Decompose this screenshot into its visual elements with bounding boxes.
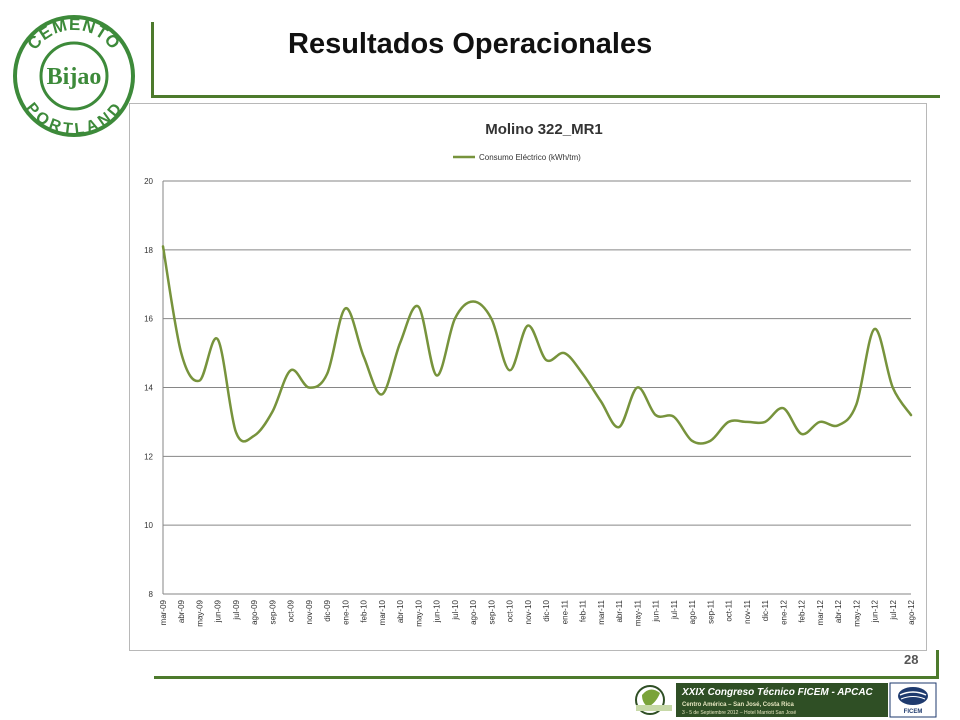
x-tick-label: sep-09 bbox=[268, 599, 277, 624]
x-tick-label: abr-12 bbox=[834, 599, 843, 623]
x-tick-label: dic-10 bbox=[542, 599, 551, 621]
y-tick-label: 18 bbox=[144, 246, 153, 255]
x-tick-label: mar-09 bbox=[159, 599, 168, 625]
y-tick-label: 10 bbox=[144, 521, 153, 530]
congress-banner: XXIX Congreso Técnico FICEM - APCAC Cent… bbox=[628, 681, 938, 719]
x-tick-label: oct-10 bbox=[506, 599, 515, 622]
x-tick-label: feb-12 bbox=[798, 599, 807, 622]
x-tick-label: may-12 bbox=[852, 599, 861, 626]
series-line-consumo-electrico bbox=[161, 245, 913, 445]
x-tick-label: feb-11 bbox=[579, 599, 588, 622]
x-tick-label: oct-11 bbox=[725, 599, 734, 621]
x-tick-label: jun-10 bbox=[433, 599, 442, 623]
x-tick-label: may-09 bbox=[195, 599, 204, 626]
x-tick-label: jul-12 bbox=[889, 599, 898, 620]
x-tick-label: abr-09 bbox=[177, 599, 186, 623]
x-tick-label: ago-11 bbox=[688, 599, 697, 624]
x-tick-label: nov-10 bbox=[524, 599, 533, 624]
slide-title: Resultados Operacionales bbox=[288, 28, 653, 60]
chart-title: Molino 322_MR1 bbox=[485, 121, 603, 138]
x-tick-label: may-10 bbox=[414, 599, 423, 626]
x-tick-label: sep-10 bbox=[487, 599, 496, 624]
y-tick-label: 16 bbox=[144, 315, 153, 324]
x-tick-label: ago-09 bbox=[250, 599, 259, 624]
x-tick-label: dic-11 bbox=[761, 599, 770, 621]
x-tick-label: mar-10 bbox=[378, 599, 387, 625]
x-tick-label: jun-09 bbox=[214, 599, 223, 623]
x-tick-label: dic-09 bbox=[323, 599, 332, 621]
x-tick-label: ago-12 bbox=[907, 599, 916, 624]
x-tick-label: jul-09 bbox=[232, 599, 241, 620]
svg-text:Bijao: Bijao bbox=[47, 64, 102, 90]
x-tick-label: ene-10 bbox=[341, 599, 350, 624]
x-tick-label: oct-09 bbox=[287, 599, 296, 622]
x-tick-label: ene-12 bbox=[779, 599, 788, 624]
x-tick-label: jul-10 bbox=[451, 599, 460, 620]
x-tick-label: abr-11 bbox=[615, 599, 624, 622]
cemento-bijao-logo: CEMENTO PORTLAND Bijao bbox=[13, 15, 135, 138]
chart-frame: Molino 322_MR1 Consumo Eléctrico (kWh/tm)… bbox=[129, 103, 927, 651]
y-tick-label: 12 bbox=[144, 452, 153, 461]
footer-horizontal-rule bbox=[154, 676, 939, 679]
x-tick-label: abr-10 bbox=[396, 599, 405, 623]
y-tick-label: 8 bbox=[149, 590, 154, 599]
x-tick-label: nov-09 bbox=[305, 599, 314, 624]
x-tick-label: nov-11 bbox=[743, 599, 752, 623]
x-tick-label: ago-10 bbox=[469, 599, 478, 624]
x-tick-label: mar-12 bbox=[816, 599, 825, 625]
x-tick-label: jul-11 bbox=[670, 599, 679, 620]
svg-text:3 - 5 de Septiembre 2012 – Hot: 3 - 5 de Septiembre 2012 – Hotel Marriot… bbox=[682, 710, 796, 716]
svg-text:FICEM: FICEM bbox=[904, 709, 923, 715]
x-tick-label: may-11 bbox=[633, 599, 642, 626]
x-tick-label: jun-12 bbox=[871, 599, 880, 623]
page-number: 28 bbox=[904, 652, 919, 667]
ficem-globe-icon bbox=[898, 687, 928, 705]
congress-logo-icon bbox=[635, 685, 672, 715]
y-tick-label: 20 bbox=[144, 177, 153, 186]
svg-text:Centro América – San José, Cos: Centro América – San José, Costa Rica bbox=[682, 702, 794, 708]
x-tick-label: mar-11 bbox=[597, 599, 606, 624]
x-tick-label: ene-11 bbox=[560, 599, 569, 624]
x-tick-label: feb-10 bbox=[360, 599, 369, 622]
x-tick-label: jun-11 bbox=[652, 599, 661, 622]
header-horizontal-rule bbox=[151, 95, 940, 98]
y-tick-label: 14 bbox=[144, 384, 153, 393]
header-vertical-rule bbox=[151, 22, 154, 96]
svg-text:XXIX Congreso Técnico FICEM -: XXIX Congreso Técnico FICEM - APCAC bbox=[681, 687, 874, 698]
x-tick-label: sep-11 bbox=[706, 599, 715, 623]
line-chart: Molino 322_MR1 Consumo Eléctrico (kWh/tm)… bbox=[144, 121, 916, 627]
legend-entry: Consumo Eléctrico (kWh/tm) bbox=[479, 153, 581, 162]
footer-vertical-rule bbox=[936, 650, 939, 676]
